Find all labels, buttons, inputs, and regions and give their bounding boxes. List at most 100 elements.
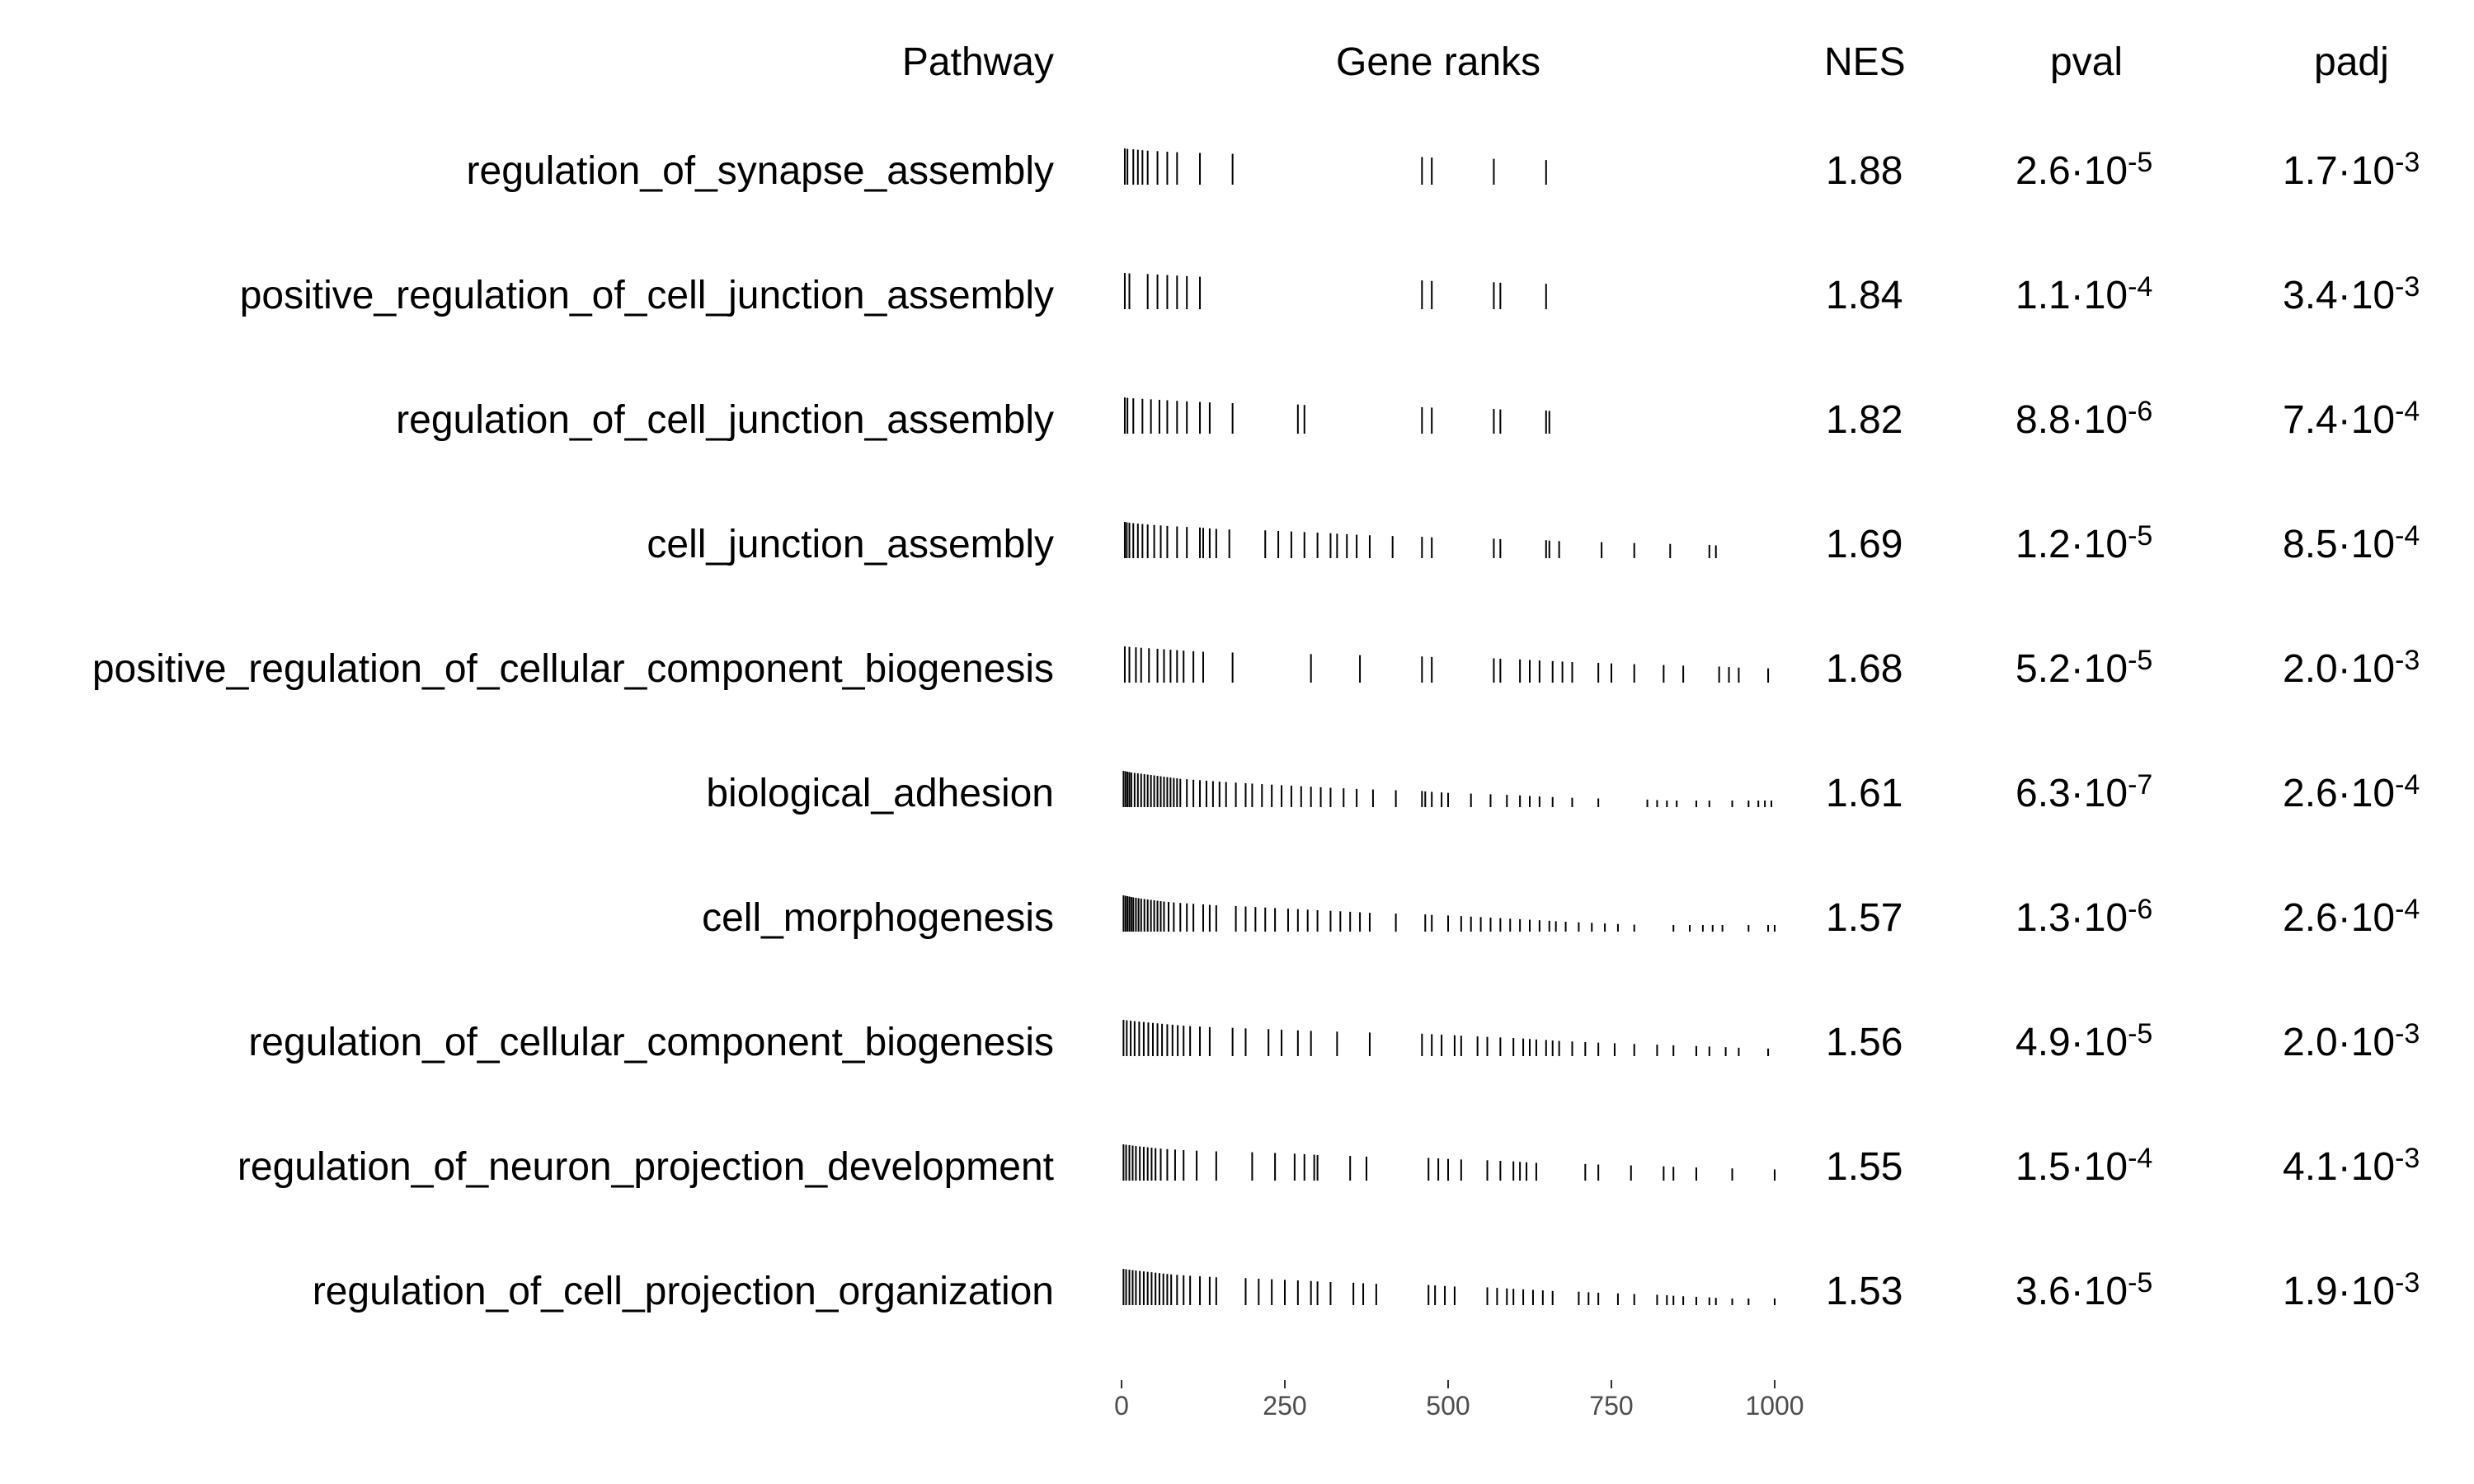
padj-value: 1.9·10-3 <box>2283 1267 2420 1317</box>
padj-mantissa: 2.6 <box>2283 896 2338 940</box>
nes-value: 1.84 <box>1826 274 1903 317</box>
pathway-label: regulation_of_synapse_assembly <box>466 149 1054 193</box>
x-tick-label: 1000 <box>1745 1391 1804 1421</box>
pval-exponent: -4 <box>2128 1143 2153 1174</box>
padj-exponent: -4 <box>2395 894 2420 925</box>
pathway-label: regulation_of_cellular_component_biogene… <box>248 1021 1054 1064</box>
times-ten-symbol: ·10 <box>2337 896 2396 940</box>
padj-mantissa: 8.5 <box>2283 523 2338 566</box>
nes-value: 1.82 <box>1826 398 1903 442</box>
pathway-label: cell_morphogenesis <box>702 896 1054 940</box>
pval-exponent: -5 <box>2128 1267 2153 1298</box>
pval-mantissa: 6.3 <box>2015 772 2071 815</box>
times-ten-symbol: ·10 <box>2337 647 2396 691</box>
pval-exponent: -5 <box>2128 645 2153 676</box>
header-pathway: Pathway <box>901 40 1054 84</box>
x-tick-label: 0 <box>1114 1391 1129 1421</box>
gene-ranks-plot: 0 250 500 750 1000 <box>1114 148 1804 1421</box>
padj-value: 1.7·10-3 <box>2283 147 2420 196</box>
pval-exponent: -6 <box>2128 894 2153 925</box>
padj-mantissa: 1.9 <box>2283 1270 2338 1313</box>
pval-exponent: -5 <box>2128 520 2153 552</box>
padj-exponent: -3 <box>2395 645 2420 676</box>
pval-mantissa: 2.6 <box>2015 149 2071 193</box>
nes-value: 1.55 <box>1826 1145 1903 1189</box>
pval-mantissa: 1.5 <box>2015 1145 2071 1189</box>
pval-mantissa: 1.1 <box>2015 274 2071 317</box>
x-tick-label: 750 <box>1589 1391 1633 1421</box>
pathway-label: positive_regulation_of_cellular_componen… <box>92 647 1054 691</box>
times-ten-symbol: ·10 <box>2337 1145 2396 1189</box>
x-tick-label: 250 <box>1263 1391 1306 1421</box>
times-ten-symbol: ·10 <box>2070 772 2128 815</box>
padj-exponent: -4 <box>2395 520 2420 552</box>
padj-value: 2.6·10-4 <box>2283 769 2420 819</box>
padj-mantissa: 3.4 <box>2283 274 2338 317</box>
times-ten-symbol: ·10 <box>2070 1270 2128 1313</box>
pathway-label: regulation_of_neuron_projection_developm… <box>237 1145 1054 1189</box>
times-ten-symbol: ·10 <box>2337 398 2396 442</box>
nes-value: 1.68 <box>1826 647 1903 691</box>
pval-exponent: -7 <box>2128 769 2153 801</box>
nes-value: 1.69 <box>1826 523 1903 566</box>
pval-exponent: -5 <box>2128 1018 2153 1050</box>
times-ten-symbol: ·10 <box>2070 1145 2128 1189</box>
pval-value: 1.2·10-5 <box>2015 520 2152 570</box>
padj-exponent: -3 <box>2395 1018 2420 1050</box>
times-ten-symbol: ·10 <box>2070 647 2128 691</box>
padj-mantissa: 1.7 <box>2283 149 2338 193</box>
times-ten-symbol: ·10 <box>2337 1021 2396 1064</box>
nes-value: 1.57 <box>1826 896 1903 940</box>
pval-value: 3.6·10-5 <box>2015 1267 2152 1317</box>
padj-exponent: -3 <box>2395 1267 2420 1298</box>
padj-value: 2.6·10-4 <box>2283 894 2420 943</box>
padj-value: 2.0·10-3 <box>2283 645 2420 694</box>
pval-exponent: -5 <box>2128 147 2153 178</box>
padj-exponent: -3 <box>2395 147 2420 178</box>
times-ten-symbol: ·10 <box>2337 1270 2396 1313</box>
header-nes: NES <box>1824 40 1906 84</box>
padj-value: 8.5·10-4 <box>2283 520 2420 570</box>
pathway-label: positive_regulation_of_cell_junction_ass… <box>239 274 1054 317</box>
pval-value: 1.3·10-6 <box>2015 894 2152 943</box>
padj-value: 7.4·10-4 <box>2283 396 2420 445</box>
padj-exponent: -4 <box>2395 769 2420 801</box>
times-ten-symbol: ·10 <box>2070 398 2128 442</box>
pval-mantissa: 8.8 <box>2015 398 2071 442</box>
header-gene-ranks: Gene ranks <box>1336 40 1541 84</box>
pval-mantissa: 1.2 <box>2015 523 2071 566</box>
pathway-label: cell_junction_assembly <box>647 523 1054 566</box>
padj-mantissa: 4.1 <box>2283 1145 2338 1189</box>
pval-value: 8.8·10-6 <box>2015 396 2152 445</box>
padj-exponent: -3 <box>2395 271 2420 303</box>
times-ten-symbol: ·10 <box>2070 523 2128 566</box>
pval-mantissa: 5.2 <box>2015 647 2071 691</box>
times-ten-symbol: ·10 <box>2070 149 2128 193</box>
padj-mantissa: 7.4 <box>2283 398 2338 442</box>
pval-mantissa: 4.9 <box>2015 1021 2071 1064</box>
pval-mantissa: 3.6 <box>2015 1270 2071 1313</box>
pathway-label: regulation_of_cell_junction_assembly <box>396 398 1054 442</box>
padj-value: 2.0·10-3 <box>2283 1018 2420 1068</box>
x-tick-label: 500 <box>1426 1391 1470 1421</box>
pval-exponent: -4 <box>2128 271 2153 303</box>
padj-value: 3.4·10-3 <box>2283 271 2420 321</box>
times-ten-symbol: ·10 <box>2070 274 2128 317</box>
padj-mantissa: 2.0 <box>2283 647 2338 691</box>
header-pval: pval <box>2050 40 2124 84</box>
pval-value: 1.5·10-4 <box>2015 1143 2152 1192</box>
pval-value: 6.3·10-7 <box>2015 769 2152 819</box>
times-ten-symbol: ·10 <box>2337 772 2396 815</box>
times-ten-symbol: ·10 <box>2337 523 2396 566</box>
padj-value: 4.1·10-3 <box>2283 1143 2420 1192</box>
pval-value: 5.2·10-5 <box>2015 645 2152 694</box>
times-ten-symbol: ·10 <box>2070 1021 2128 1064</box>
padj-exponent: -3 <box>2395 1143 2420 1174</box>
pval-value: 2.6·10-5 <box>2015 147 2152 196</box>
padj-exponent: -4 <box>2395 396 2420 427</box>
header-padj: padj <box>2314 40 2389 84</box>
pval-value: 4.9·10-5 <box>2015 1018 2152 1068</box>
times-ten-symbol: ·10 <box>2337 149 2396 193</box>
padj-mantissa: 2.0 <box>2283 1021 2338 1064</box>
